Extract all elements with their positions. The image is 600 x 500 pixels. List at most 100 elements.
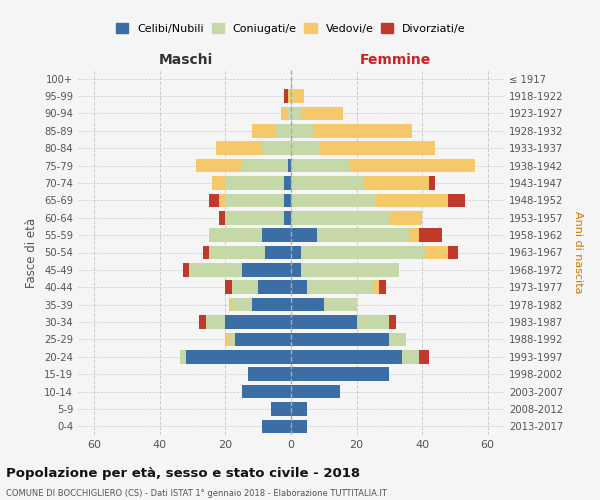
- Bar: [291, 420, 307, 433]
- Bar: [226, 315, 291, 329]
- Bar: [199, 315, 206, 329]
- Bar: [262, 142, 291, 155]
- Bar: [389, 315, 396, 329]
- Bar: [242, 159, 288, 172]
- Bar: [203, 246, 209, 260]
- Bar: [251, 298, 291, 312]
- Text: COMUNE DI BOCCHIGLIERO (CS) - Dati ISTAT 1° gennaio 2018 - Elaborazione TUTTITAL: COMUNE DI BOCCHIGLIERO (CS) - Dati ISTAT…: [6, 489, 387, 498]
- Text: Femmine: Femmine: [360, 52, 431, 66]
- Bar: [448, 246, 458, 260]
- Bar: [428, 176, 435, 190]
- Bar: [288, 106, 291, 120]
- Bar: [291, 385, 340, 398]
- Bar: [291, 246, 301, 260]
- Bar: [448, 194, 464, 207]
- Text: Popolazione per età, sesso e stato civile - 2018: Popolazione per età, sesso e stato civil…: [6, 468, 360, 480]
- Bar: [251, 124, 275, 138]
- Bar: [291, 298, 324, 312]
- Bar: [314, 124, 412, 138]
- Bar: [262, 420, 291, 433]
- Bar: [196, 159, 242, 172]
- Bar: [288, 159, 291, 172]
- Bar: [215, 142, 262, 155]
- Bar: [226, 211, 284, 224]
- Bar: [284, 211, 291, 224]
- Bar: [403, 350, 419, 364]
- Bar: [356, 315, 389, 329]
- Bar: [389, 332, 406, 346]
- Bar: [275, 124, 291, 138]
- Bar: [320, 142, 435, 155]
- Bar: [376, 194, 448, 207]
- Bar: [419, 350, 428, 364]
- Bar: [324, 298, 356, 312]
- Bar: [291, 280, 307, 294]
- Bar: [294, 90, 304, 103]
- Bar: [291, 228, 317, 242]
- Bar: [291, 176, 363, 190]
- Bar: [284, 90, 288, 103]
- Bar: [301, 246, 425, 260]
- Bar: [179, 350, 186, 364]
- Bar: [284, 194, 291, 207]
- Bar: [301, 263, 399, 276]
- Bar: [291, 263, 301, 276]
- Bar: [425, 246, 448, 260]
- Bar: [209, 194, 219, 207]
- Bar: [242, 385, 291, 398]
- Bar: [291, 350, 403, 364]
- Bar: [291, 332, 389, 346]
- Bar: [291, 194, 376, 207]
- Bar: [291, 142, 320, 155]
- Bar: [190, 263, 242, 276]
- Bar: [307, 280, 373, 294]
- Bar: [232, 298, 251, 312]
- Bar: [226, 176, 284, 190]
- Bar: [229, 298, 232, 312]
- Bar: [206, 315, 226, 329]
- Bar: [235, 332, 291, 346]
- Bar: [419, 228, 442, 242]
- Bar: [409, 228, 419, 242]
- Bar: [288, 90, 291, 103]
- Bar: [291, 90, 294, 103]
- Bar: [226, 332, 229, 346]
- Bar: [350, 159, 475, 172]
- Bar: [209, 246, 265, 260]
- Bar: [262, 228, 291, 242]
- Text: Maschi: Maschi: [159, 52, 213, 66]
- Bar: [212, 176, 226, 190]
- Bar: [271, 402, 291, 415]
- Bar: [379, 280, 386, 294]
- Bar: [291, 402, 307, 415]
- Legend: Celibi/Nubili, Coniugati/e, Vedovi/e, Divorziati/e: Celibi/Nubili, Coniugati/e, Vedovi/e, Di…: [114, 21, 468, 36]
- Bar: [284, 176, 291, 190]
- Bar: [183, 263, 190, 276]
- Bar: [265, 246, 291, 260]
- Bar: [281, 106, 288, 120]
- Bar: [248, 368, 291, 381]
- Bar: [317, 228, 409, 242]
- Bar: [291, 368, 389, 381]
- Bar: [291, 124, 314, 138]
- Bar: [301, 106, 343, 120]
- Bar: [291, 315, 356, 329]
- Bar: [389, 211, 422, 224]
- Bar: [209, 228, 262, 242]
- Bar: [226, 280, 232, 294]
- Bar: [186, 350, 291, 364]
- Y-axis label: Fasce di età: Fasce di età: [25, 218, 38, 288]
- Bar: [363, 176, 428, 190]
- Y-axis label: Anni di nascita: Anni di nascita: [573, 211, 583, 294]
- Bar: [226, 194, 284, 207]
- Bar: [229, 332, 235, 346]
- Bar: [258, 280, 291, 294]
- Bar: [291, 106, 301, 120]
- Bar: [242, 263, 291, 276]
- Bar: [219, 194, 226, 207]
- Bar: [373, 280, 379, 294]
- Bar: [232, 280, 258, 294]
- Bar: [291, 159, 350, 172]
- Bar: [219, 211, 226, 224]
- Bar: [291, 211, 389, 224]
